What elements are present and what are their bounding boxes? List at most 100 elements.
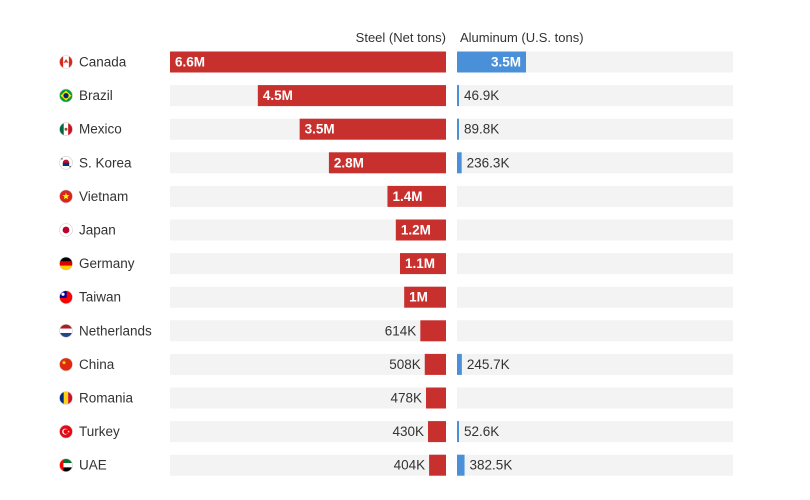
aluminum-bar — [457, 51, 526, 73]
steel-value-label: 2.8M — [334, 155, 364, 170]
aluminum-track — [457, 454, 733, 476]
chart-row-mexico: Mexico 3.5M 89.8K — [59, 118, 733, 140]
country-label: UAE — [79, 458, 107, 473]
romania-flag-icon-ring — [59, 391, 73, 405]
vietnam-flag-icon-ring — [59, 189, 73, 204]
aluminum-value-label: 245.7K — [467, 357, 510, 372]
japan-flag-icon-ring — [59, 223, 73, 237]
aluminum-bar — [457, 353, 462, 375]
steel-value-label: 3.5M — [305, 122, 335, 137]
south-korea-flag-icon-ring — [59, 156, 73, 170]
chart-row-turkey: Turkey 430K 52.6K — [59, 421, 733, 443]
country-label: S. Korea — [79, 155, 132, 170]
aluminum-value-label: 236.3K — [467, 155, 510, 170]
china-flag-icon — [59, 357, 73, 372]
country-label: Japan — [79, 223, 116, 238]
japan-flag-icon — [59, 223, 73, 237]
steel-value-label: 614K — [385, 323, 417, 338]
steel-bar — [424, 353, 446, 375]
aluminum-track — [457, 219, 733, 241]
aluminum-value-label: 46.9K — [464, 88, 499, 103]
germany-flag-icon-ring — [59, 256, 73, 271]
steel-bar — [170, 51, 446, 73]
taiwan-flag-icon — [59, 290, 73, 305]
chart-row-germany: Germany 1.1M — [59, 253, 733, 275]
china-flag-icon-ring — [59, 357, 73, 372]
chart-row-vietnam: Vietnam 1.4M — [59, 185, 733, 207]
steel-bar — [328, 152, 446, 174]
country-label: Germany — [79, 256, 135, 271]
aluminum-bar — [457, 454, 465, 476]
country-label: China — [79, 357, 115, 372]
aluminum-track — [457, 353, 733, 375]
steel-track — [170, 387, 446, 409]
steel-bar — [429, 454, 446, 476]
country-label: Turkey — [79, 424, 120, 439]
country-label: Romania — [79, 391, 134, 406]
steel-track — [170, 353, 446, 375]
aluminum-column-header: Aluminum (U.S. tons) — [460, 30, 584, 45]
steel-bar — [426, 387, 446, 409]
steel-value-label: 1M — [409, 290, 428, 305]
country-label: Vietnam — [79, 189, 128, 204]
steel-value-label: 478K — [390, 391, 422, 406]
aluminum-track — [457, 286, 733, 308]
aluminum-value-label: 3.5M — [491, 55, 521, 70]
steel-track — [170, 454, 446, 476]
romania-flag-icon — [59, 391, 73, 405]
steel-track — [170, 185, 446, 207]
uae-flag-icon-ring — [59, 458, 73, 473]
vietnam-flag-icon — [59, 189, 73, 204]
aluminum-bar — [457, 85, 459, 107]
steel-bar — [257, 85, 446, 107]
steel-track — [170, 219, 446, 241]
netherlands-flag-icon — [59, 323, 73, 338]
steel-bar — [428, 421, 446, 443]
steel-bar — [387, 185, 446, 207]
steel-value-label: 430K — [392, 424, 424, 439]
aluminum-value-label: 52.6K — [464, 424, 499, 439]
steel-track — [170, 421, 446, 443]
aluminum-track — [457, 253, 733, 275]
aluminum-track — [457, 185, 733, 207]
chart-rows: Canada 6.6M 3.5M Brazil 4.5M 46.9K Mexico 3.5M 8… — [59, 51, 733, 476]
steel-column-header: Steel (Net tons) — [356, 30, 446, 45]
steel-bar — [420, 320, 446, 342]
aluminum-value-label: 382.5K — [470, 458, 513, 473]
country-label: Netherlands — [79, 323, 152, 338]
aluminum-track — [457, 85, 733, 107]
aluminum-track — [457, 152, 733, 174]
aluminum-bar — [457, 152, 462, 174]
germany-flag-icon — [59, 256, 73, 271]
canada-flag-icon-ring — [59, 55, 73, 69]
taiwan-flag-icon-ring — [59, 290, 73, 305]
steel-value-label: 4.5M — [263, 88, 293, 103]
country-label: Brazil — [79, 88, 113, 103]
brazil-flag-icon — [59, 88, 73, 103]
steel-value-label: 1.2M — [401, 223, 431, 238]
steel-track — [170, 253, 446, 275]
chart-row-canada: Canada 6.6M 3.5M — [59, 51, 733, 73]
canada-flag-icon — [59, 55, 73, 69]
steel-bar — [404, 286, 446, 308]
chart-row-romania: Romania 478K — [59, 387, 733, 409]
mexico-flag-icon — [59, 122, 73, 136]
chart-row-china: China 508K 245.7K — [59, 353, 733, 375]
steel-track — [170, 286, 446, 308]
chart-row-netherlands: Netherlands 614K — [59, 320, 733, 342]
steel-value-label: 1.4M — [392, 189, 422, 204]
steel-value-label: 6.6M — [175, 55, 205, 70]
brazil-flag-icon-ring — [59, 88, 73, 103]
aluminum-bar — [457, 421, 459, 443]
aluminum-track — [457, 118, 733, 140]
chart-row-brazil: Brazil 4.5M 46.9K — [59, 85, 733, 107]
netherlands-flag-icon-ring — [59, 323, 73, 338]
aluminum-bar — [457, 118, 459, 140]
steel-value-label: 508K — [389, 357, 421, 372]
chart-row-taiwan: Taiwan 1M — [59, 286, 733, 308]
country-label: Canada — [79, 55, 127, 70]
south-korea-flag-icon — [59, 156, 73, 170]
mexico-flag-icon-ring — [59, 122, 73, 136]
